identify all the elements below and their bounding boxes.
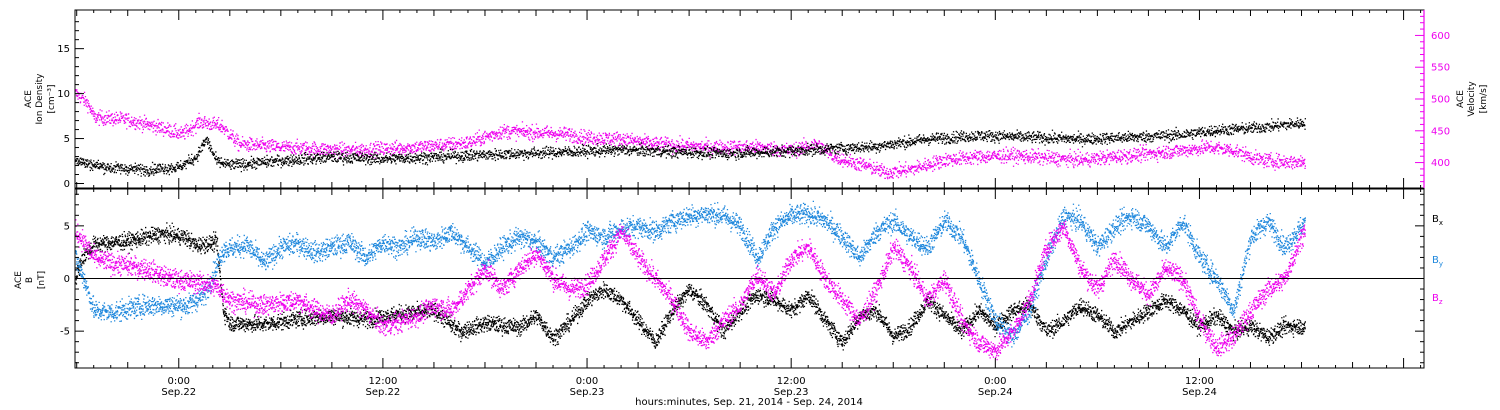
time-tick-label: 0:00 xyxy=(984,376,1006,387)
density-tick-label: 0 xyxy=(64,179,70,190)
velocity-tick-label: 400 xyxy=(1431,158,1450,169)
time-tick-label: 12:00 xyxy=(368,376,397,387)
velocity-points xyxy=(75,89,1306,180)
velocity-markers xyxy=(75,89,1306,180)
date-tick-label: Sep.23 xyxy=(570,387,605,398)
date-tick-label: Sep.23 xyxy=(774,387,809,398)
density-axis-label-line1: ACE xyxy=(24,90,34,108)
bz-markers xyxy=(75,219,1306,361)
field-tick-label: 5 xyxy=(64,221,70,232)
density-tick-label: 15 xyxy=(57,44,70,55)
date-tick-label: Sep.24 xyxy=(978,387,1013,398)
legend-bx: Bx xyxy=(1432,214,1443,227)
field-axis-label: ACE B [nT] xyxy=(14,271,47,289)
density-tick-label: 5 xyxy=(64,134,70,145)
density-axis-label: ACE Ion Density [cm⁻³] xyxy=(24,73,57,125)
velocity-tick-label: 500 xyxy=(1431,95,1450,106)
field-axis-label-line1: ACE xyxy=(14,271,24,289)
bz-points xyxy=(75,219,1306,361)
density-axis-unit: [cm⁻³] xyxy=(47,84,57,113)
velocity-tick-label: 600 xyxy=(1431,31,1450,42)
date-tick-label: Sep.24 xyxy=(1182,387,1217,398)
time-axis-title: hours:minutes, Sep. 21, 2014 - Sep. 24, … xyxy=(635,397,863,408)
legend-by: By xyxy=(1432,255,1443,268)
data-layer xyxy=(75,89,1306,361)
velocity-axis-unit: [km/s] xyxy=(1479,85,1489,114)
date-tick-label: Sep.22 xyxy=(161,387,196,398)
density-axis-label-line2: Ion Density xyxy=(35,73,45,125)
velocity-tick-label: 450 xyxy=(1431,126,1450,137)
by-markers xyxy=(75,200,1306,348)
density-tick-label: 10 xyxy=(57,89,70,100)
velocity-tick-label: 550 xyxy=(1431,63,1450,74)
density-markers xyxy=(75,117,1306,177)
density-points xyxy=(75,117,1306,177)
field-tick-label: 0 xyxy=(64,274,70,285)
legend-bz: Bz xyxy=(1432,293,1443,306)
velocity-axis-label-line2: Velocity xyxy=(1467,81,1477,117)
time-tick-label: 0:00 xyxy=(576,376,598,387)
field-legend: Bx By Bz xyxy=(1432,214,1443,306)
time-tick-label: 12:00 xyxy=(1185,376,1214,387)
velocity-axis-label-line1: ACE xyxy=(1456,90,1466,108)
time-tick-label: 0:00 xyxy=(168,376,190,387)
time-tick-label: 12:00 xyxy=(777,376,806,387)
bx-markers xyxy=(75,222,1306,351)
velocity-axis-label: ACE Velocity [km/s] xyxy=(1456,81,1489,117)
axes-layer: 051015400450500550600-5050:00Sep.2212:00… xyxy=(57,10,1450,398)
by-points xyxy=(75,200,1306,348)
date-tick-label: Sep.22 xyxy=(366,387,401,398)
field-axis-unit: [nT] xyxy=(37,271,47,289)
field-tick-label: -5 xyxy=(60,327,70,338)
field-axis-label-line2: B xyxy=(25,277,35,283)
bx-points xyxy=(75,222,1306,351)
